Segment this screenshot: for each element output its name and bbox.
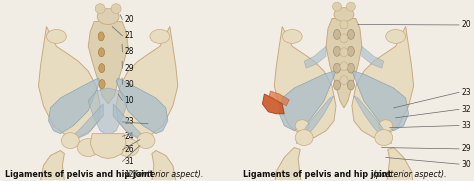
Text: 12: 12 — [124, 170, 134, 178]
Text: 30: 30 — [124, 80, 134, 89]
Ellipse shape — [295, 120, 309, 132]
Ellipse shape — [99, 64, 105, 73]
Ellipse shape — [340, 34, 348, 43]
Polygon shape — [386, 148, 414, 181]
Ellipse shape — [150, 30, 170, 43]
Text: 28: 28 — [124, 47, 134, 56]
Ellipse shape — [295, 130, 313, 146]
Ellipse shape — [282, 30, 302, 43]
Polygon shape — [274, 26, 336, 138]
Text: 10: 10 — [124, 96, 134, 105]
Ellipse shape — [77, 139, 99, 157]
Ellipse shape — [340, 48, 348, 57]
Text: 20: 20 — [461, 20, 471, 30]
Ellipse shape — [334, 46, 340, 56]
Ellipse shape — [334, 80, 340, 90]
Ellipse shape — [346, 2, 356, 11]
Polygon shape — [269, 91, 289, 106]
Ellipse shape — [334, 63, 340, 73]
Text: Ligaments of pelvis and hip joint: Ligaments of pelvis and hip joint — [5, 170, 156, 179]
Ellipse shape — [99, 80, 105, 89]
Ellipse shape — [334, 8, 354, 22]
Text: 23: 23 — [124, 117, 134, 127]
Polygon shape — [352, 26, 414, 138]
Ellipse shape — [347, 63, 355, 73]
Text: 26: 26 — [124, 145, 134, 154]
Polygon shape — [90, 134, 126, 159]
Ellipse shape — [117, 139, 139, 157]
Text: 23: 23 — [461, 88, 471, 97]
Polygon shape — [38, 26, 100, 138]
Ellipse shape — [99, 64, 105, 73]
Ellipse shape — [347, 80, 355, 90]
Ellipse shape — [347, 30, 355, 39]
Polygon shape — [354, 96, 392, 144]
Text: (anterior aspect).: (anterior aspect). — [134, 170, 203, 179]
Polygon shape — [304, 46, 326, 68]
Polygon shape — [274, 148, 302, 181]
Text: 21: 21 — [124, 31, 134, 40]
Ellipse shape — [379, 120, 392, 132]
Polygon shape — [40, 151, 66, 181]
Ellipse shape — [375, 130, 392, 146]
Ellipse shape — [99, 80, 105, 89]
Polygon shape — [48, 78, 100, 134]
Text: 33: 33 — [461, 121, 471, 130]
Ellipse shape — [332, 2, 341, 11]
Ellipse shape — [340, 76, 348, 85]
Polygon shape — [362, 46, 384, 68]
Ellipse shape — [98, 32, 104, 41]
Polygon shape — [116, 26, 178, 138]
Text: 31: 31 — [124, 157, 134, 166]
Ellipse shape — [347, 46, 355, 56]
Text: 29: 29 — [124, 64, 134, 73]
Polygon shape — [88, 88, 128, 136]
Ellipse shape — [99, 48, 104, 57]
Ellipse shape — [97, 9, 119, 24]
Text: 32: 32 — [461, 105, 471, 114]
Text: Ligaments of pelvis and hip joint: Ligaments of pelvis and hip joint — [244, 170, 394, 179]
Polygon shape — [263, 94, 284, 114]
Ellipse shape — [46, 30, 66, 43]
Polygon shape — [70, 104, 103, 141]
Text: 29: 29 — [461, 144, 471, 153]
Polygon shape — [150, 151, 176, 181]
Ellipse shape — [340, 62, 348, 71]
Ellipse shape — [386, 30, 406, 43]
Polygon shape — [113, 104, 146, 141]
Ellipse shape — [99, 48, 104, 57]
Polygon shape — [326, 19, 362, 108]
Text: 30: 30 — [461, 160, 471, 169]
Polygon shape — [88, 22, 128, 104]
Ellipse shape — [111, 4, 121, 14]
Ellipse shape — [334, 30, 340, 39]
Polygon shape — [279, 71, 336, 131]
Ellipse shape — [340, 20, 348, 29]
Polygon shape — [296, 96, 334, 144]
Ellipse shape — [137, 133, 155, 149]
Polygon shape — [116, 78, 168, 134]
Ellipse shape — [62, 133, 79, 149]
Ellipse shape — [95, 4, 105, 14]
Text: 20: 20 — [124, 15, 134, 24]
Polygon shape — [352, 71, 409, 131]
Text: (posterior aspect).: (posterior aspect). — [373, 170, 447, 179]
Ellipse shape — [98, 32, 104, 41]
Text: 24: 24 — [124, 132, 134, 141]
